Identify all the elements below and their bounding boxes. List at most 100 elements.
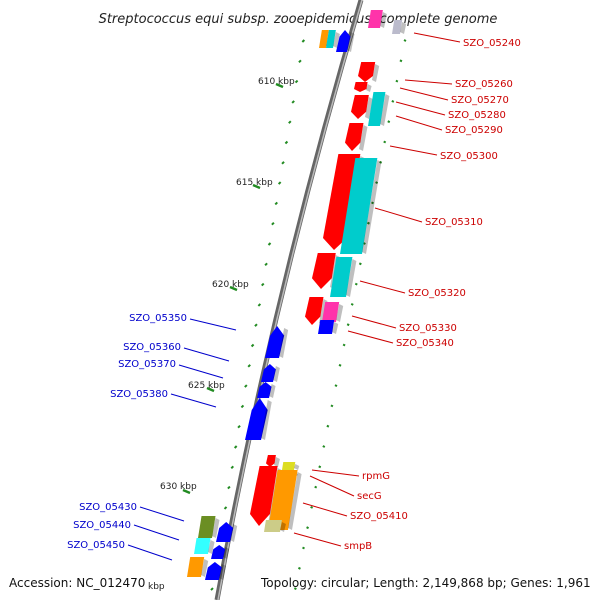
gene-szo-05280-shade xyxy=(365,97,373,119)
callout-szo-05310 xyxy=(374,207,423,223)
tick-marks xyxy=(182,39,407,591)
tick-mark-inner xyxy=(294,79,299,84)
gene-label-szo-05380[interactable]: SZO_05380 xyxy=(110,389,168,400)
gene-labels-reverse: SZO_05350 SZO_05360 SZO_05370 SZO_05380 … xyxy=(67,313,187,551)
tick-mark-inner xyxy=(267,242,272,246)
callout-szo-05270 xyxy=(399,87,449,101)
gene-label-szo-05270[interactable]: SZO_05270 xyxy=(451,95,509,106)
gene-label-szo-05320[interactable]: SZO_05320 xyxy=(408,288,466,299)
gene-szo-05300-shade xyxy=(359,125,368,151)
gene-secg xyxy=(282,462,296,470)
gene-label-szo-05240[interactable]: SZO_05240 xyxy=(463,38,521,49)
gene-label-secg[interactable]: secG xyxy=(357,491,382,502)
gene-szo-05450-shade xyxy=(201,559,209,577)
gene-label-szo-05300[interactable]: SZO_05300 xyxy=(440,151,498,162)
gene-szo-05430-blue xyxy=(216,522,234,542)
callout-szo-05440 xyxy=(133,524,180,541)
callout-smpb xyxy=(293,532,342,547)
kbp-labels: 610 kbp 615 kbp 620 kbp 625 kbp 630 kbp xyxy=(160,77,295,492)
tick-mark-outer xyxy=(367,221,370,225)
gene-label-szo-05430[interactable]: SZO_05430 xyxy=(79,502,137,513)
tick-mark-outer xyxy=(322,445,326,448)
backbone-highlight xyxy=(217,0,363,600)
gene-szo-05300 xyxy=(345,123,364,151)
callout-szo-05330 xyxy=(351,315,397,329)
tick-mark-major xyxy=(229,285,238,292)
gene-szo-05360-shade xyxy=(273,366,280,382)
gene-smpb xyxy=(268,470,298,530)
gene-blue-top xyxy=(336,30,351,52)
genome-backbone xyxy=(214,0,364,600)
gene-magenta-top-shade xyxy=(380,12,387,28)
gene-szo-05330-magenta-shade xyxy=(336,304,344,322)
gene-szo-05270 xyxy=(354,82,368,92)
tick-mark-inner xyxy=(210,587,214,591)
gene-label-szo-05410[interactable]: SZO_05410 xyxy=(350,511,408,522)
callout-szo-05450 xyxy=(127,544,173,561)
gene-label-szo-05340[interactable]: SZO_05340 xyxy=(396,338,454,349)
tick-mark-inner xyxy=(247,364,251,368)
gene-grey-top xyxy=(392,20,403,34)
tick-mark-inner xyxy=(230,465,234,470)
tick-mark-inner xyxy=(257,303,262,307)
tick-mark-inner xyxy=(244,384,248,388)
tick-mark-major xyxy=(252,183,261,190)
tick-mark-outer xyxy=(314,485,318,489)
tick-mark-outer xyxy=(362,242,366,245)
gene-szo-05260-shade xyxy=(372,64,380,82)
gene-label-szo-05260[interactable]: SZO_05260 xyxy=(455,79,513,90)
gene-label-szo-05360[interactable]: SZO_05360 xyxy=(123,342,181,353)
gene-szo-05450-blue-shade xyxy=(219,564,226,580)
gene-szo-05450-blue xyxy=(205,562,222,580)
tick-mark-outer xyxy=(403,39,407,42)
gene-szo-05370-shade xyxy=(269,384,276,398)
gene-magenta-top xyxy=(368,10,383,28)
tick-mark-inner xyxy=(233,445,238,449)
tick-mark-outer xyxy=(358,262,362,266)
gene-szo-05330 xyxy=(305,297,324,325)
gene-label-szo-05370[interactable]: SZO_05370 xyxy=(118,359,176,370)
kbp-label-610: 610 kbp xyxy=(258,77,295,87)
gene-label-szo-05310[interactable]: SZO_05310 xyxy=(425,217,483,228)
tick-mark-outer xyxy=(391,100,395,103)
gene-label-szo-05330[interactable]: SZO_05330 xyxy=(399,323,457,334)
gene-szo-05430-blue-shade xyxy=(230,524,238,542)
gene-label-rpmg[interactable]: rpmG xyxy=(362,471,390,482)
gene-szo-05380-shade xyxy=(261,400,272,440)
gene-szo-05290-cyan-shade xyxy=(380,94,390,126)
gene-label-szo-05290[interactable]: SZO_05290 xyxy=(445,125,503,136)
gene-szo-05370 xyxy=(257,382,272,398)
tick-mark-outer xyxy=(338,363,342,367)
gene-szo-05350 xyxy=(265,326,285,358)
callout-secg xyxy=(309,475,355,497)
tick-mark-major xyxy=(182,488,191,495)
gene-szo-05310-cyan xyxy=(340,158,378,254)
gene-label-szo-05280[interactable]: SZO_05280 xyxy=(448,110,506,121)
gene-labels-forward: SZO_05240 SZO_05260 SZO_05270 SZO_05280 … xyxy=(344,38,521,552)
kbp-label-630: 630 kbp xyxy=(160,482,197,492)
tick-mark-outer xyxy=(399,59,403,63)
tick-mark-inner xyxy=(291,100,295,104)
tick-mark-inner xyxy=(223,506,228,510)
gene-label-szo-05450[interactable]: SZO_05450 xyxy=(67,540,125,551)
tick-mark-inner xyxy=(301,39,306,43)
tick-mark-outer xyxy=(346,323,350,327)
callout-szo-05360 xyxy=(183,347,230,362)
callout-rpmg xyxy=(311,469,360,477)
tick-mark-inner xyxy=(261,282,265,287)
gene-label-szo-05440[interactable]: SZO_05440 xyxy=(73,520,131,531)
tick-mark-outer xyxy=(330,404,334,408)
tick-mark-inner xyxy=(254,323,258,327)
gene-szo-05320 xyxy=(312,253,336,289)
gene-cyan-top-shade xyxy=(333,32,340,48)
gene-grey-top-shade xyxy=(400,22,407,34)
tick-mark-outer xyxy=(293,587,297,590)
tick-mark-inner xyxy=(237,424,241,429)
gene-label-smpb[interactable]: smpB xyxy=(344,541,372,552)
gene-label-szo-05350[interactable]: SZO_05350 xyxy=(129,313,187,324)
tick-mark-outer xyxy=(318,465,322,469)
callout-szo-05290 xyxy=(395,115,443,131)
tick-mark-inner xyxy=(277,181,282,185)
tick-mark-inner xyxy=(281,161,285,165)
gene-smpb-pale xyxy=(264,520,282,532)
